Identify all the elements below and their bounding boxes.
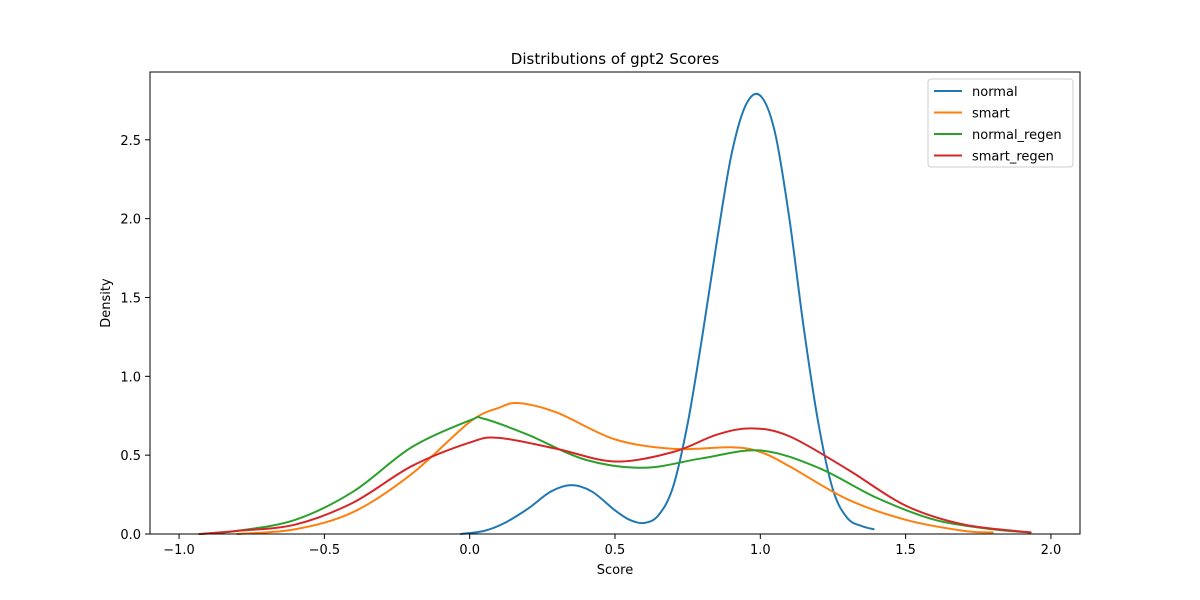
legend-label-normal: normal xyxy=(972,85,1018,100)
series-line-normal-regen xyxy=(198,416,1032,535)
y-tick-label: 0.5 xyxy=(120,449,141,464)
y-tick-label: 2.5 xyxy=(120,134,141,149)
x-tick-label: 0.0 xyxy=(459,543,480,558)
x-tick-label: 1.0 xyxy=(750,543,771,558)
x-axis-ticks: −1.0 −0.5 0.0 0.5 1.0 1.5 2.0 xyxy=(163,534,1061,558)
y-tick-label: 1.0 xyxy=(120,370,141,385)
x-tick-label: −1.0 xyxy=(163,543,195,558)
series-line-smart-regen xyxy=(198,427,1032,535)
series-line-smart xyxy=(236,401,994,535)
legend-label-smart: smart xyxy=(972,107,1010,122)
y-tick-label: 0.0 xyxy=(120,528,141,543)
series-line-normal xyxy=(459,92,875,535)
legend: normal smart normal_regen smart_regen xyxy=(927,78,1074,168)
legend-label-normal-regen: normal_regen xyxy=(972,128,1062,143)
y-tick-label: 2.0 xyxy=(120,213,141,228)
chart-title: Distributions of gpt2 Scores xyxy=(511,50,720,68)
legend-label-smart-regen: smart_regen xyxy=(972,150,1054,165)
x-tick-label: 0.5 xyxy=(605,543,626,558)
y-axis-ticks: 0.0 0.5 1.0 1.5 2.0 2.5 xyxy=(120,134,150,543)
x-tick-label: −0.5 xyxy=(309,543,341,558)
x-tick-label: 1.5 xyxy=(895,543,916,558)
x-tick-label: 2.0 xyxy=(1041,543,1062,558)
x-axis-title: Score xyxy=(597,563,633,578)
y-axis-title: Density xyxy=(99,278,114,328)
legend-box xyxy=(927,78,1074,168)
series-layer xyxy=(198,92,1032,535)
y-tick-label: 1.5 xyxy=(120,291,141,306)
